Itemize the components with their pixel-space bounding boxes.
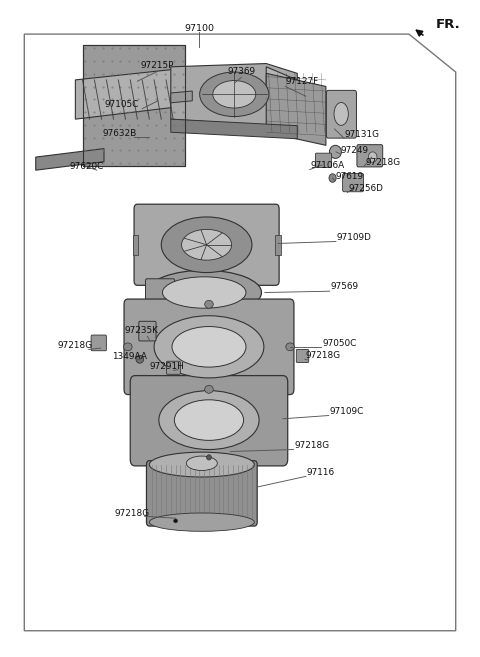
Text: 97218G: 97218G [365,158,400,167]
Ellipse shape [329,173,336,182]
Ellipse shape [334,102,348,125]
Text: 97632B: 97632B [103,129,137,138]
Polygon shape [171,64,297,125]
Ellipse shape [368,152,377,162]
FancyBboxPatch shape [315,153,332,168]
Text: 97218G: 97218G [306,351,341,360]
Ellipse shape [329,145,341,158]
Ellipse shape [200,72,269,116]
Ellipse shape [149,513,254,532]
Text: 97131G: 97131G [345,130,380,139]
Ellipse shape [204,300,213,308]
Text: 97619: 97619 [336,172,363,181]
Text: 97256D: 97256D [348,184,383,193]
FancyBboxPatch shape [357,145,383,167]
Bar [83,45,185,166]
Ellipse shape [136,355,144,363]
Polygon shape [36,148,104,170]
Ellipse shape [159,391,259,449]
Ellipse shape [162,277,246,308]
Ellipse shape [147,270,262,315]
FancyBboxPatch shape [130,376,288,466]
FancyBboxPatch shape [139,321,156,341]
FancyBboxPatch shape [145,279,175,301]
FancyBboxPatch shape [91,335,107,351]
Text: 97249: 97249 [340,145,368,154]
Ellipse shape [123,343,132,351]
Text: 97569: 97569 [331,283,359,291]
Ellipse shape [186,456,217,470]
FancyBboxPatch shape [296,350,309,363]
Polygon shape [266,74,326,145]
Text: 97100: 97100 [184,24,215,34]
FancyBboxPatch shape [167,361,180,374]
Ellipse shape [149,452,254,477]
Bar [83,45,185,166]
Ellipse shape [181,229,232,260]
Polygon shape [171,119,297,139]
Bar [132,235,138,254]
Polygon shape [75,70,173,119]
Text: 97109D: 97109D [337,233,372,242]
Text: 97105C: 97105C [105,101,139,109]
FancyBboxPatch shape [146,461,257,526]
Ellipse shape [154,316,264,378]
Text: 1349AA: 1349AA [112,351,147,361]
Ellipse shape [161,217,252,273]
Text: 97116: 97116 [307,468,335,477]
Ellipse shape [204,386,213,394]
Text: 97235K: 97235K [124,326,158,335]
Ellipse shape [213,81,256,108]
FancyBboxPatch shape [124,299,294,395]
Text: 97620C: 97620C [69,162,104,171]
Bar [197,279,216,287]
Text: 97109C: 97109C [330,407,364,415]
Text: 97050C: 97050C [322,338,357,348]
Text: 97127F: 97127F [285,78,319,87]
FancyBboxPatch shape [343,173,364,192]
FancyBboxPatch shape [326,91,357,138]
Text: 97218G: 97218G [58,341,93,350]
Text: 97215P: 97215P [141,61,174,70]
Polygon shape [171,91,192,102]
Text: 97106A: 97106A [311,161,345,170]
Text: 97369: 97369 [228,67,255,76]
Text: FR.: FR. [436,18,460,32]
Ellipse shape [174,400,243,440]
Ellipse shape [172,327,246,367]
Polygon shape [266,67,336,112]
Text: 97218G: 97218G [115,509,150,518]
FancyBboxPatch shape [134,204,279,285]
Text: 97218G: 97218G [294,442,330,450]
Ellipse shape [206,455,211,460]
Bar [275,235,281,254]
Ellipse shape [286,343,294,351]
Text: 97291H: 97291H [149,362,184,371]
Ellipse shape [174,519,178,523]
